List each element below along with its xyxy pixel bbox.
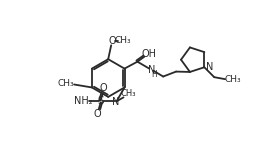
Text: CH₃: CH₃ xyxy=(58,79,74,88)
Text: N: N xyxy=(147,65,155,75)
Text: CH₃: CH₃ xyxy=(225,75,241,84)
Text: N: N xyxy=(112,97,119,107)
Text: O: O xyxy=(108,36,116,46)
Text: NH₂: NH₂ xyxy=(74,96,92,106)
Text: OH: OH xyxy=(142,49,157,59)
Text: O: O xyxy=(94,109,102,119)
Text: S: S xyxy=(97,96,104,106)
Text: CH₃: CH₃ xyxy=(115,36,131,45)
Text: N: N xyxy=(206,62,214,72)
Text: O: O xyxy=(100,83,108,93)
Text: H: H xyxy=(151,70,157,79)
Text: CH₃: CH₃ xyxy=(121,89,136,98)
